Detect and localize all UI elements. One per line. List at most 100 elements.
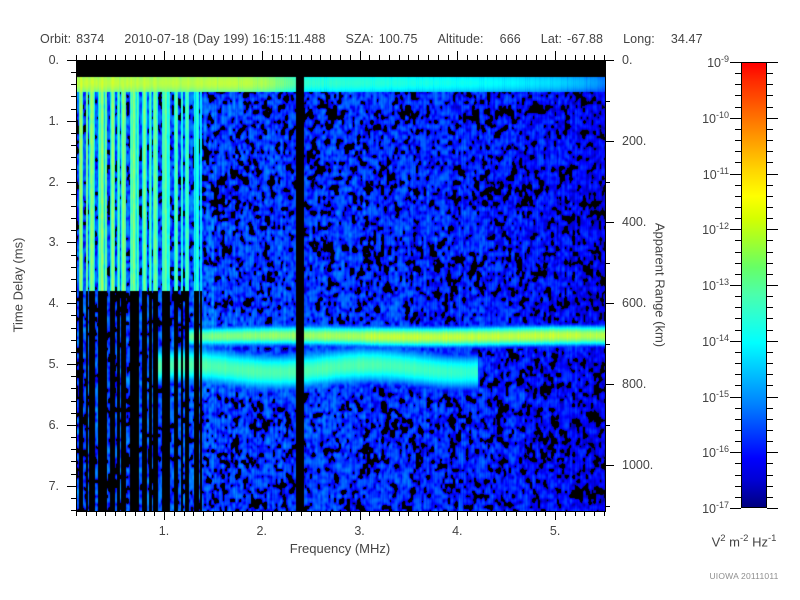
axis-tick: [212, 55, 214, 60]
axis-tick: [398, 511, 400, 516]
axis-tick: [730, 62, 741, 63]
axis-tick: [320, 55, 322, 60]
axis-tick: [735, 140, 741, 142]
axis-tick: [476, 511, 478, 516]
axis-tick: [564, 55, 566, 60]
y-axis-right-tick-label: 600.: [622, 296, 647, 311]
colorbar-tick-label: 10-13: [702, 276, 729, 294]
axis-tick: [203, 511, 205, 516]
axis-tick: [398, 55, 400, 60]
axis-tick: [767, 418, 773, 420]
axis-tick: [735, 318, 741, 320]
colorbar-ticks-right: [767, 62, 779, 509]
header-info-bar: Orbit: 8374 2010-07-18 (Day 199) 16:15:11.…: [40, 32, 770, 48]
axis-tick: [291, 55, 293, 60]
y-axis-right-tick-label: 800.: [622, 377, 647, 392]
axis-tick: [71, 169, 76, 171]
y-axis-left-tick-label: 4.: [48, 296, 59, 311]
axis-tick: [730, 508, 741, 509]
colorbar: 10-9 10-10 10-11 10-12 10-13 10-14 10-15 10-16 1…: [702, 54, 778, 516]
axis-tick: [330, 55, 332, 60]
axis-tick: [124, 511, 126, 516]
axis-tick: [767, 95, 773, 97]
credit-label: UIOWA 20111011: [709, 571, 779, 581]
y-axis-right-tick-label: 400.: [622, 215, 647, 230]
axis-tick: [767, 117, 778, 119]
axis-tick: [535, 511, 537, 516]
y-axis-left-tick-label: 1.: [48, 113, 59, 128]
spectrogram-canvas: [77, 61, 605, 511]
spectrogram-plot-area[interactable]: [76, 60, 606, 512]
axis-tick: [555, 51, 557, 60]
axis-tick: [767, 285, 778, 286]
altitude-value: 666: [499, 32, 521, 46]
axis-tick: [71, 510, 76, 511]
axis-tick: [767, 407, 773, 409]
axis-tick: [242, 55, 244, 60]
axis-tick: [457, 511, 459, 520]
axis-tick: [735, 218, 741, 220]
axis-tick: [124, 55, 126, 60]
axis-tick: [605, 100, 610, 102]
axis-tick: [418, 511, 420, 516]
axis-tick: [447, 55, 449, 60]
axis-tick: [71, 96, 76, 98]
x-axis-top-ticks: [76, 50, 606, 60]
axis-tick: [437, 511, 439, 516]
axis-tick: [71, 84, 76, 86]
axis-tick: [735, 496, 741, 498]
axis-tick: [584, 511, 586, 516]
axis-tick: [71, 437, 76, 439]
axis-tick: [767, 140, 773, 142]
axis-tick: [203, 55, 205, 60]
colorbar-tick-label: 10-11: [702, 165, 729, 182]
axis-tick: [71, 412, 76, 414]
latitude-field: Lat: -67.88: [541, 32, 603, 46]
axis-tick: [71, 108, 76, 110]
axis-tick: [516, 511, 517, 516]
axis-tick: [340, 55, 341, 60]
axis-tick: [767, 273, 773, 275]
axis-tick: [735, 240, 741, 242]
y-axis-right-tick-label: 0.: [622, 53, 633, 67]
axis-tick: [115, 511, 117, 516]
axis-tick: [735, 307, 741, 309]
axis-tick: [730, 340, 741, 342]
axis-tick: [457, 51, 459, 60]
axis-tick: [767, 396, 778, 398]
axis-tick: [545, 511, 547, 516]
axis-tick: [605, 222, 614, 224]
axis-tick: [735, 128, 741, 130]
axis-tick: [418, 55, 420, 60]
axis-tick: [496, 55, 498, 60]
axis-tick: [735, 418, 741, 420]
axis-tick: [525, 511, 527, 516]
axis-tick: [730, 173, 741, 175]
axis-tick: [67, 60, 76, 61]
axis-tick: [767, 441, 773, 443]
axis-tick: [564, 511, 566, 516]
axis-tick: [310, 511, 312, 516]
axis-tick: [594, 55, 596, 60]
axis-tick: [67, 303, 76, 305]
axis-tick: [735, 429, 741, 431]
axis-tick: [154, 55, 156, 60]
axis-tick: [767, 318, 773, 320]
axis-tick: [71, 461, 76, 463]
y-axis-left-tick-label: 5.: [48, 357, 59, 372]
axis-tick: [604, 511, 605, 516]
axis-tick: [735, 363, 741, 365]
y-axis-left: 0. 1. 2. 3. 4. 5. 6. 7.: [49, 53, 76, 512]
y-axis-left-tick-label: 7.: [48, 478, 59, 493]
colorbar-units-label: V2 m-2 Hz-1: [711, 533, 777, 550]
colorbar-ticks-left: 10-9 10-10 10-11 10-12 10-13 10-14 10-15 10-16 1…: [702, 54, 741, 516]
x-axis-bottom: 1. 2. 3. 4. 5.: [76, 511, 606, 538]
axis-tick: [735, 106, 741, 108]
y-axis-left-title: Time Delay (ms): [10, 237, 26, 333]
axis-tick: [735, 273, 741, 275]
axis-tick: [516, 55, 517, 60]
axis-tick: [467, 55, 469, 60]
axis-tick: [67, 364, 76, 366]
x-axis-tick-label: 5.: [549, 524, 561, 538]
axis-tick: [67, 242, 76, 244]
